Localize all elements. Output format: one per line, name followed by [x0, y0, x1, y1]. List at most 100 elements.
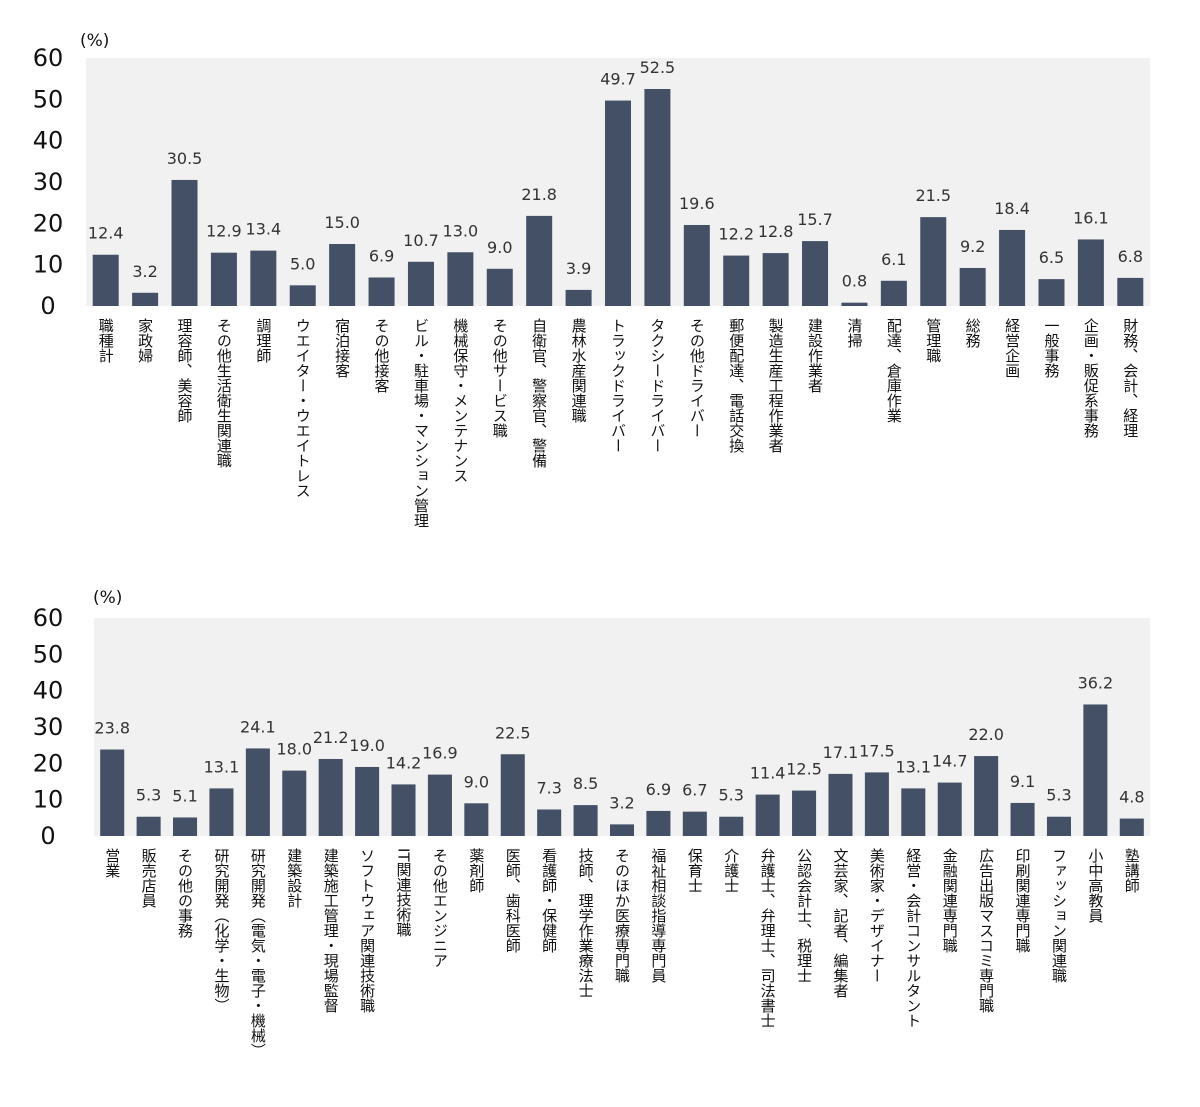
bar	[573, 805, 598, 836]
y-tick-label: 0	[40, 292, 55, 320]
bar	[245, 748, 270, 836]
unit-label: (%)	[93, 588, 122, 608]
bar	[723, 255, 750, 306]
category-label: 金融関連専門職	[941, 848, 959, 953]
category-label: その他エンジニア	[431, 848, 449, 968]
y-tick-label: 40	[33, 127, 64, 155]
data-label: 5.1	[172, 786, 197, 805]
data-label: 15.0	[324, 213, 360, 232]
bar	[605, 100, 631, 306]
data-label: 6.7	[682, 781, 707, 800]
data-label: 36.2	[1078, 673, 1114, 692]
category-label: 企画・販促系事務	[1082, 317, 1100, 439]
category-label: 家政婦	[136, 318, 154, 363]
bar	[762, 253, 789, 306]
bar	[318, 758, 343, 836]
bar	[1046, 816, 1071, 836]
data-label: 13.1	[895, 757, 931, 776]
data-label: 17.5	[859, 741, 895, 760]
bar	[289, 285, 316, 306]
data-label: 5.0	[290, 254, 315, 273]
bar	[171, 179, 198, 306]
bar	[792, 790, 817, 836]
y-tick-label: 10	[33, 251, 64, 279]
category-label: IT関連技術職	[395, 848, 413, 937]
bar	[173, 817, 198, 836]
data-label: 17.1	[823, 743, 859, 762]
category-label: 小中高教員	[1086, 848, 1104, 923]
bar	[609, 824, 635, 836]
bar	[427, 774, 452, 836]
category-label: 清掃	[845, 318, 863, 349]
data-label: 52.5	[640, 58, 676, 77]
category-label: 販売店員	[140, 848, 158, 908]
data-label: 6.9	[646, 780, 671, 799]
data-label: 12.4	[88, 224, 124, 243]
y-tick-label: 60	[33, 604, 64, 632]
data-label: 14.7	[932, 752, 968, 771]
category-label: 公認会計士、税理士	[795, 848, 813, 983]
category-label: 営業	[103, 848, 121, 878]
data-label: 12.2	[718, 225, 754, 244]
data-label: 0.8	[842, 272, 867, 291]
data-label: 13.0	[443, 221, 479, 240]
data-label: 5.3	[136, 786, 161, 805]
category-label: ウエイター・ウエイトレス	[294, 318, 312, 498]
bar	[999, 229, 1026, 306]
bar	[447, 252, 474, 306]
bar	[937, 782, 962, 836]
data-label: 12.8	[758, 222, 794, 241]
data-label: 3.2	[609, 793, 634, 812]
bar	[1038, 279, 1065, 306]
category-label: その他サービス職	[491, 318, 509, 438]
chart-2: (%) 0 10 20 30 40 50 60 23.8 営業 5.3 販売店員 5.1 その他の事務 1…	[33, 588, 1150, 1058]
category-label: ビル・駐車場・マンション管理	[412, 318, 430, 528]
bar	[864, 772, 889, 836]
category-label: 介護士	[722, 848, 740, 893]
y-tick-label: 20	[33, 209, 64, 237]
category-label: 建築設計	[285, 848, 303, 908]
unit-label: (%)	[80, 31, 109, 51]
bar	[355, 766, 380, 836]
data-label: 14.2	[386, 753, 422, 772]
category-label: 印刷関連専門職	[1014, 848, 1032, 953]
bar	[974, 756, 999, 836]
y-tick-label: 50	[33, 640, 64, 668]
data-label: 9.0	[487, 238, 512, 257]
data-label: 21.8	[521, 185, 557, 204]
category-label: 医師、歯科医師	[504, 848, 522, 953]
data-label: 19.0	[349, 736, 385, 755]
chart-1: (%) 0 10 20 30 40 50 60 12.4 職種計 3.2 家政婦 30.5 理容師、美容…	[33, 31, 1150, 528]
category-label: そのほか医療専門職	[613, 848, 631, 983]
bar	[100, 749, 125, 836]
data-label: 6.8	[1118, 247, 1143, 266]
category-label: ファッション関連職	[1050, 848, 1068, 983]
category-label: 広告出版マスコミ専門職	[977, 848, 995, 1013]
bar	[828, 773, 853, 836]
data-label: 22.0	[968, 725, 1004, 744]
bar	[282, 770, 307, 836]
bar	[1077, 239, 1104, 306]
bar	[719, 816, 744, 836]
bar	[132, 292, 159, 306]
y-tick-label: 40	[33, 677, 64, 705]
y-tick-label: 30	[33, 168, 64, 196]
bar	[644, 89, 671, 306]
bar	[646, 810, 671, 836]
data-label: 3.2	[132, 262, 157, 281]
bar	[1010, 802, 1035, 836]
bar	[959, 267, 986, 306]
data-label: 12.9	[206, 222, 242, 241]
bar	[407, 261, 434, 306]
data-label: 49.7	[600, 70, 636, 89]
data-label: 16.9	[422, 744, 458, 763]
category-label: 配達、倉庫作業	[885, 318, 903, 423]
category-label: その他ドライバー	[688, 318, 706, 438]
category-label: 文芸家、記者、編集者	[831, 848, 849, 998]
data-label: 18.0	[276, 740, 312, 759]
bar	[391, 784, 416, 836]
category-label: 宿泊接客	[333, 318, 351, 378]
data-label: 6.5	[1039, 248, 1064, 267]
data-label: 4.8	[1119, 788, 1144, 807]
category-label: タクシードライバー	[648, 318, 666, 453]
